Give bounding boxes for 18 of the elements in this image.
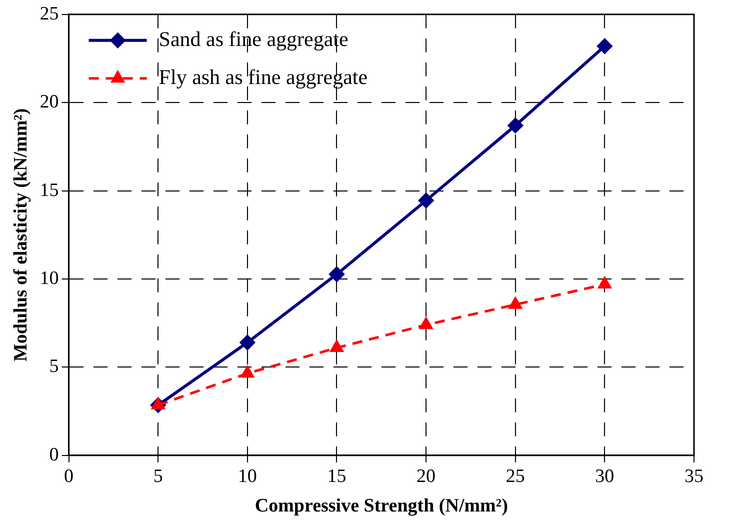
x-tick-label: 10 bbox=[238, 466, 257, 487]
y-tick-label: 5 bbox=[49, 356, 59, 378]
x-tick-label: 25 bbox=[506, 466, 525, 487]
y-tick-label: 15 bbox=[40, 180, 59, 201]
x-tick-label: 35 bbox=[684, 466, 704, 487]
x-axis-title: Compressive Strength (N/mm²) bbox=[254, 496, 508, 517]
x-tick-label: 20 bbox=[416, 466, 436, 487]
legend-label: Fly ash as fine aggregate bbox=[158, 64, 368, 89]
x-tick-label: 0 bbox=[64, 466, 74, 487]
x-tick-label: 15 bbox=[327, 466, 346, 487]
legend-label: Sand as fine aggregate bbox=[158, 26, 348, 51]
y-tick-label: 25 bbox=[40, 3, 59, 24]
x-tick-label: 5 bbox=[153, 466, 163, 487]
y-tick-label: 0 bbox=[49, 444, 59, 466]
y-tick-label: 10 bbox=[40, 268, 59, 289]
y-tick-label: 20 bbox=[40, 92, 59, 113]
x-tick-label: 30 bbox=[595, 466, 614, 487]
y-axis-title: Modulus of elasticity (kN/mm²) bbox=[10, 108, 32, 362]
